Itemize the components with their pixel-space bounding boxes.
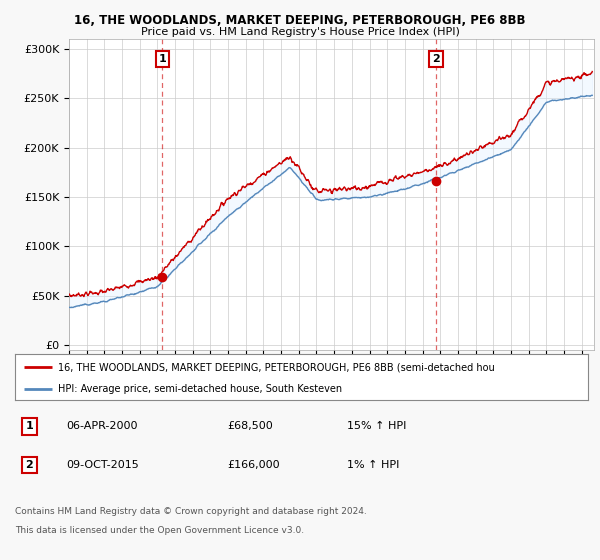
Text: 1% ↑ HPI: 1% ↑ HPI xyxy=(347,460,400,470)
Text: Price paid vs. HM Land Registry's House Price Index (HPI): Price paid vs. HM Land Registry's House … xyxy=(140,27,460,37)
Text: 16, THE WOODLANDS, MARKET DEEPING, PETERBOROUGH, PE6 8BB: 16, THE WOODLANDS, MARKET DEEPING, PETER… xyxy=(74,14,526,27)
Text: 2: 2 xyxy=(25,460,33,470)
Text: Contains HM Land Registry data © Crown copyright and database right 2024.: Contains HM Land Registry data © Crown c… xyxy=(15,507,367,516)
Text: 09-OCT-2015: 09-OCT-2015 xyxy=(67,460,139,470)
Text: £166,000: £166,000 xyxy=(227,460,280,470)
Text: £68,500: £68,500 xyxy=(227,421,273,431)
Text: This data is licensed under the Open Government Licence v3.0.: This data is licensed under the Open Gov… xyxy=(15,526,304,535)
Text: 16, THE WOODLANDS, MARKET DEEPING, PETERBOROUGH, PE6 8BB (semi-detached hou: 16, THE WOODLANDS, MARKET DEEPING, PETER… xyxy=(58,362,495,372)
Text: HPI: Average price, semi-detached house, South Kesteven: HPI: Average price, semi-detached house,… xyxy=(58,384,342,394)
Text: 15% ↑ HPI: 15% ↑ HPI xyxy=(347,421,407,431)
Text: 1: 1 xyxy=(158,54,166,64)
Text: 06-APR-2000: 06-APR-2000 xyxy=(67,421,138,431)
Text: 2: 2 xyxy=(432,54,440,64)
Text: 1: 1 xyxy=(25,421,33,431)
